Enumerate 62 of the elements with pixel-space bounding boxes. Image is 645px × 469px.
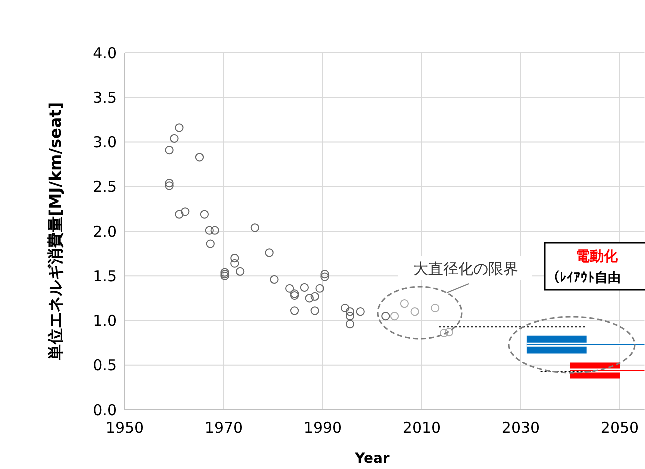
point (165, 182, 174, 190)
point (200, 210, 209, 219)
point (356, 308, 365, 316)
point (346, 308, 355, 316)
annotation: 電動化 (576, 249, 619, 265)
point (175, 210, 184, 219)
y-tick-label: 0.0 (93, 401, 117, 420)
point (181, 208, 190, 216)
x-axis-title: Year (354, 451, 390, 467)
point (290, 306, 300, 316)
point (310, 292, 320, 301)
point (236, 267, 245, 276)
point (220, 268, 230, 277)
point (205, 226, 214, 235)
x-tick-label: 1990 (304, 419, 342, 437)
point (170, 134, 179, 143)
point (320, 270, 330, 279)
point (444, 328, 454, 337)
y-axis-title: 単位エネルギ消費量[MJ/km/seat] (46, 102, 65, 362)
annotation: （ﾚｲｱｳﾄ自由 (547, 270, 621, 286)
point (195, 153, 204, 162)
point (210, 226, 220, 235)
x-tick-label: 2010 (402, 419, 442, 437)
point (382, 312, 390, 321)
y-tick-label: 4.0 (93, 44, 117, 62)
point (340, 304, 350, 313)
point (165, 146, 174, 155)
point (390, 312, 400, 321)
point (230, 254, 240, 263)
y-tick-label: 1.0 (93, 312, 117, 330)
point (431, 304, 440, 313)
point (290, 291, 300, 300)
point (300, 283, 309, 292)
point (305, 294, 314, 303)
y-tick-label: 2.0 (93, 222, 117, 241)
point (286, 284, 294, 293)
point (320, 272, 330, 282)
y-tick-label: 3.5 (93, 88, 117, 107)
annotation: 大直径化の限界 (414, 260, 518, 278)
y-tick-label: 2.5 (93, 178, 117, 196)
y-tick-label: 3.0 (93, 134, 117, 152)
x-tick-label: 2050 (600, 419, 640, 437)
point (230, 259, 240, 268)
point (250, 224, 260, 232)
point (410, 308, 420, 316)
point (270, 275, 279, 284)
point (165, 179, 174, 188)
x-tick-label: 1950 (106, 419, 144, 437)
point (346, 320, 355, 329)
point (310, 306, 320, 316)
point (206, 240, 215, 248)
x-tick-label: 1970 (204, 419, 244, 437)
point (290, 290, 300, 298)
x-tick-label: 2030 (502, 419, 540, 437)
y-tick-label: 0.5 (93, 356, 117, 375)
point (175, 124, 184, 132)
point (346, 312, 355, 321)
point (400, 299, 409, 308)
point (265, 248, 274, 258)
y-tick-label: 1.5 (93, 267, 117, 286)
point (440, 328, 449, 338)
point (316, 284, 324, 293)
